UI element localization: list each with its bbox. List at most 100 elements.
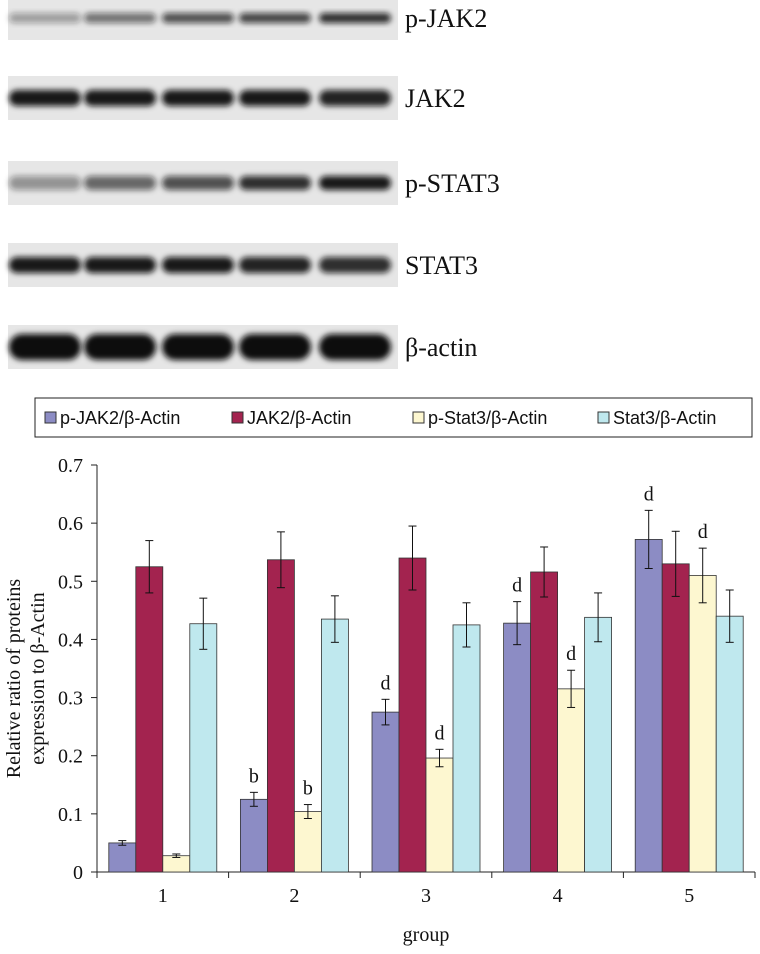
- blot-band: [84, 334, 156, 360]
- blot-band: [239, 13, 311, 23]
- error-bar: [567, 669, 576, 708]
- significance-label: b: [303, 778, 313, 800]
- blot-band: [239, 257, 311, 273]
- blot-band: [319, 334, 391, 360]
- significance-label: d: [566, 643, 576, 665]
- blot-row: p-STAT3: [8, 161, 500, 205]
- legend-box: [34, 397, 753, 438]
- blot-band: [319, 257, 391, 273]
- y-tick-label: 0.2: [58, 746, 83, 768]
- blot-band: [9, 90, 81, 106]
- error-bar: [540, 546, 549, 598]
- error-bar: [330, 595, 339, 643]
- bar: [135, 566, 164, 873]
- bar: [634, 539, 663, 873]
- bar: [715, 615, 744, 873]
- blot-row: STAT3: [8, 243, 478, 287]
- error-bar: [725, 589, 734, 643]
- y-tick-label: 0.6: [58, 513, 83, 535]
- bar-chart: p-JAK2/β-Actin JAK2/β-Actin p-Stat3/β-Acti…: [3, 397, 756, 946]
- blot-band: [319, 176, 391, 190]
- blot-band: [239, 90, 311, 106]
- error-bar: [381, 698, 390, 726]
- legend-label: Stat3/β-Actin: [613, 408, 716, 428]
- blot-band: [9, 176, 81, 190]
- blot-band: [84, 176, 156, 190]
- y-tick-label: 0.7: [58, 455, 83, 477]
- bar: [503, 622, 532, 873]
- blot-label: JAK2: [405, 84, 466, 113]
- blot-label: p-STAT3: [405, 169, 500, 198]
- blot-band: [239, 176, 311, 190]
- blot-label: p-JAK2: [405, 4, 487, 33]
- error-bar: [698, 547, 707, 604]
- bar: [425, 757, 454, 873]
- bar: [452, 624, 481, 873]
- significance-label: d: [512, 575, 522, 597]
- significance-label: d: [381, 672, 391, 694]
- y-axis-label: Relative ratio of proteins: [3, 579, 25, 779]
- y-tick-label: 0.1: [58, 804, 83, 826]
- bar: [189, 623, 218, 873]
- blot-band: [319, 90, 391, 106]
- x-tick-label: 4: [553, 885, 563, 907]
- bar: [688, 575, 717, 873]
- x-tick-label: 2: [289, 885, 299, 907]
- western-blot: p-JAK2 JAK2 p-STAT3 STAT3 β-actin: [8, 0, 500, 369]
- error-bar: [276, 531, 285, 589]
- bar: [108, 842, 137, 873]
- error-bar: [408, 525, 417, 591]
- y-axis-label: expression to β-Actin: [27, 592, 49, 764]
- blot-band: [9, 257, 81, 273]
- blot-row: JAK2: [8, 76, 466, 120]
- legend-label: p-Stat3/β-Actin: [428, 408, 547, 428]
- legend-swatch: [412, 411, 425, 424]
- bar: [557, 688, 585, 873]
- blot-row: p-JAK2: [8, 0, 487, 40]
- bar: [584, 616, 612, 873]
- blot-band: [84, 90, 156, 106]
- legend-label: p-JAK2/β-Actin: [60, 408, 180, 428]
- error-bar: [594, 592, 603, 643]
- blot-band: [239, 334, 311, 360]
- legend-swatch: [231, 411, 244, 424]
- bar: [371, 711, 400, 873]
- blot-band: [9, 13, 81, 23]
- error-bar: [303, 804, 312, 820]
- blot-band: [162, 13, 234, 23]
- bar: [293, 811, 322, 873]
- error-bar: [513, 601, 522, 646]
- x-tick-label: 1: [158, 885, 168, 907]
- error-bar: [671, 530, 680, 597]
- blot-band: [162, 257, 234, 273]
- bar: [530, 571, 558, 873]
- blot-label: STAT3: [405, 251, 478, 280]
- error-bar: [199, 597, 208, 650]
- significance-label: b: [249, 765, 259, 787]
- bar: [162, 855, 191, 873]
- bar: [239, 798, 268, 873]
- significance-label: d: [435, 722, 445, 744]
- bar: [398, 557, 427, 873]
- legend-label: JAK2/β-Actin: [247, 408, 351, 428]
- legend-swatch: [44, 411, 57, 424]
- y-tick-label: 0.5: [58, 571, 83, 593]
- blot-label: β-actin: [405, 333, 477, 362]
- bar: [266, 559, 295, 873]
- blot-band: [84, 13, 156, 23]
- blot-band: [162, 176, 234, 190]
- blot-row: β-actin: [8, 325, 477, 369]
- x-tick-label: 3: [421, 885, 431, 907]
- significance-label: d: [698, 521, 708, 543]
- error-bar: [644, 509, 653, 569]
- x-tick-label: 5: [684, 885, 694, 907]
- x-axis-label: group: [403, 924, 450, 946]
- blot-band: [9, 334, 81, 360]
- bar: [320, 618, 349, 873]
- significance-label: d: [644, 483, 654, 505]
- y-tick-label: 0.4: [58, 629, 83, 651]
- error-bar: [118, 840, 127, 846]
- legend-swatch: [597, 411, 610, 424]
- bar: [661, 563, 690, 873]
